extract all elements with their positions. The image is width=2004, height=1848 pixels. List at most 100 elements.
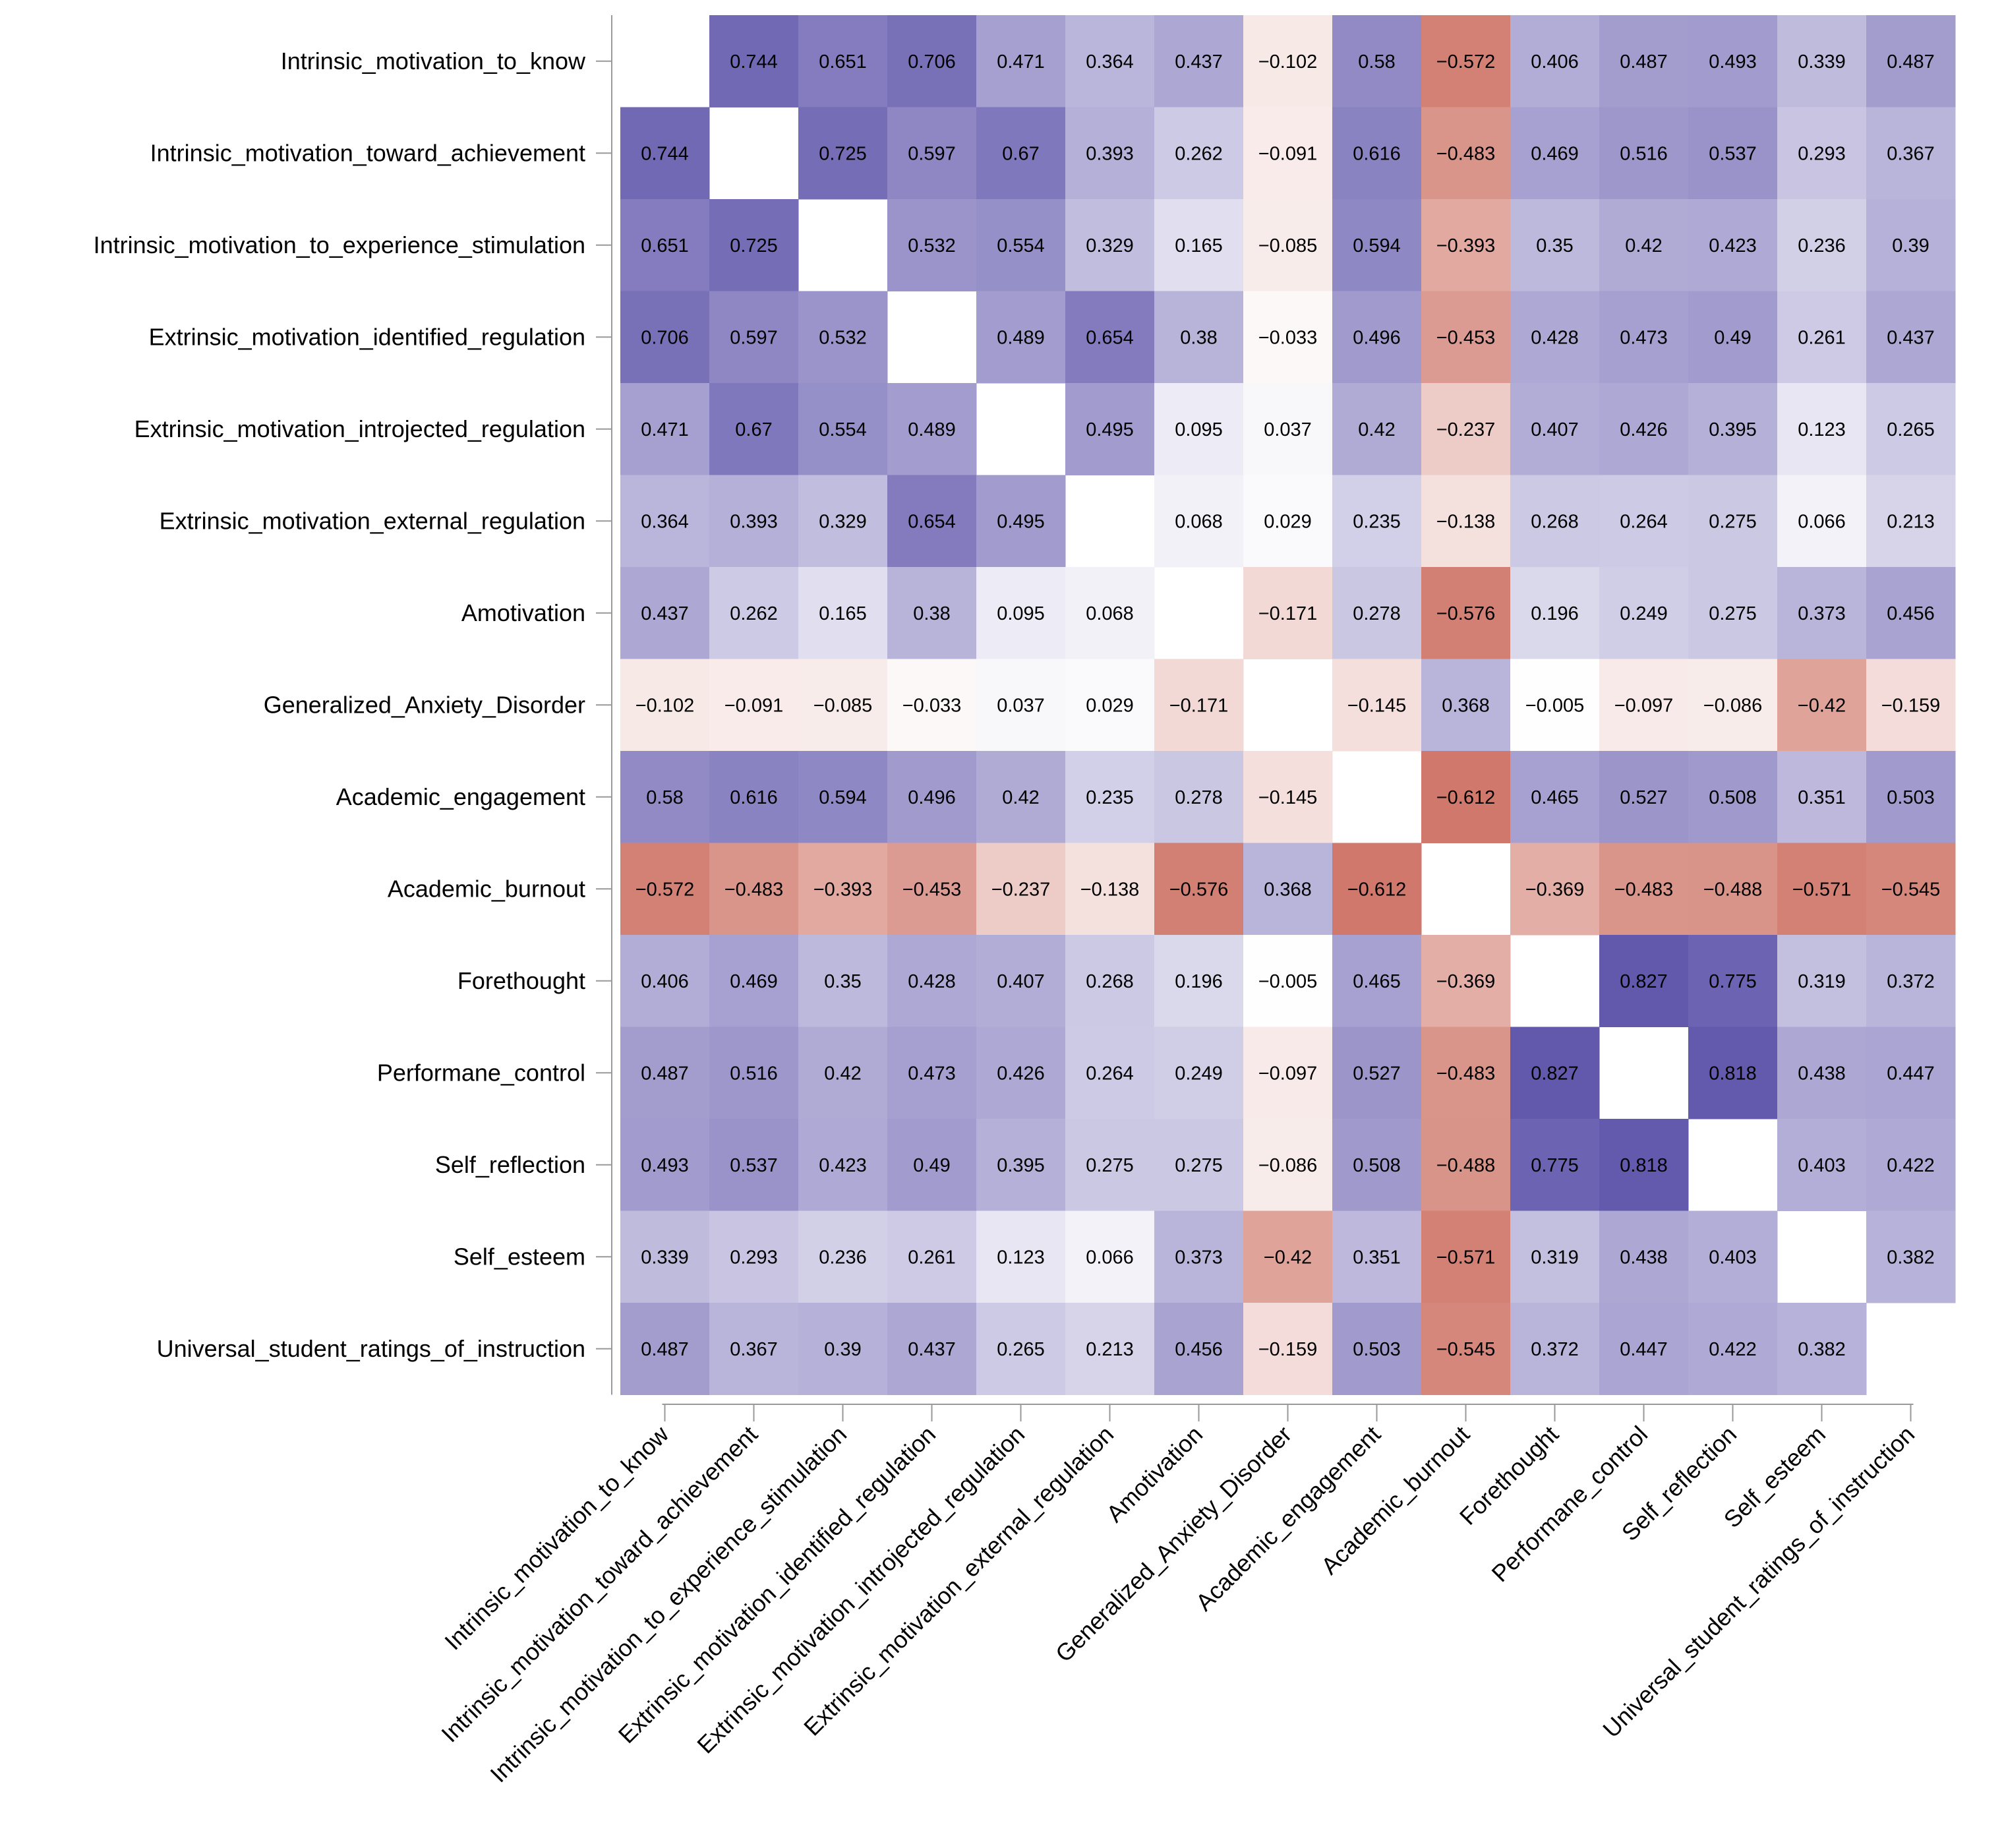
heatmap-cell	[1688, 1027, 1778, 1119]
heatmap-cell	[887, 659, 977, 752]
heatmap-cell	[976, 1119, 1066, 1211]
cell-value-label: 0.508	[1353, 1155, 1401, 1176]
cell-value-label: −0.171	[1169, 695, 1229, 716]
cell-value-label: 0.213	[1887, 511, 1935, 532]
heatmap-cell	[887, 1119, 977, 1211]
cell-value-label: 0.403	[1798, 1155, 1846, 1176]
cell-value-label: 0.527	[1620, 787, 1668, 808]
heatmap-cell	[798, 659, 888, 752]
cell-value-label: 0.268	[1086, 971, 1134, 992]
x-tick-label: Academic_engagement	[1191, 1421, 1386, 1616]
cell-value-label: 0.213	[1086, 1339, 1134, 1360]
heatmap-cell	[1777, 567, 1867, 659]
cell-value-label: 0.744	[730, 51, 778, 73]
heatmap-cell	[1688, 843, 1778, 936]
heatmap-cell	[1777, 751, 1867, 843]
heatmap-cell	[887, 199, 977, 291]
heatmap-cell	[1688, 383, 1778, 475]
cell-value-label: 0.775	[1709, 971, 1757, 992]
heatmap-cell	[1866, 567, 1956, 659]
cell-value-label: 0.38	[1180, 327, 1217, 348]
heatmap-cell	[1154, 935, 1244, 1027]
heatmap-cell	[1421, 1303, 1511, 1395]
cell-value-label: −0.171	[1258, 603, 1318, 624]
cell-value-label: 0.487	[641, 1063, 689, 1084]
heatmap-cell	[1332, 1027, 1422, 1119]
heatmap-cell	[1510, 1119, 1600, 1211]
heatmap-cell	[709, 1027, 799, 1119]
heatmap-cell	[1154, 1119, 1244, 1211]
cell-value-label: −0.453	[1436, 327, 1496, 348]
heatmap-cell	[709, 1303, 799, 1395]
cell-value-label: 0.037	[1264, 419, 1312, 440]
heatmap-cell	[1866, 751, 1956, 843]
heatmap-cell	[798, 107, 888, 200]
cell-value-label: 0.42	[824, 1063, 861, 1084]
cell-value-label: 0.489	[997, 327, 1045, 348]
cell-value-label: 0.616	[1353, 143, 1401, 164]
cell-value-label: 0.293	[730, 1247, 778, 1268]
heatmap-cell	[1599, 751, 1689, 843]
cell-value-label: 0.236	[819, 1247, 867, 1268]
heatmap-cell	[620, 107, 710, 200]
cell-value-label: 0.471	[997, 51, 1045, 73]
heatmap-cell	[1332, 1119, 1422, 1211]
heatmap-cell	[620, 935, 710, 1027]
cell-value-label: 0.265	[1887, 419, 1935, 440]
heatmap-cell	[798, 383, 888, 475]
cell-value-label: 0.029	[1086, 695, 1134, 716]
heatmap-cell	[1510, 751, 1600, 843]
heatmap-cell	[976, 935, 1066, 1027]
cell-value-label: 0.264	[1620, 511, 1668, 532]
heatmap-cell	[798, 1027, 888, 1119]
heatmap-cell	[1421, 107, 1511, 200]
heatmap-cell	[1243, 107, 1333, 200]
heatmap-cell	[620, 659, 710, 752]
heatmap-cell	[1688, 475, 1778, 568]
heatmap-cell	[1866, 935, 1956, 1027]
cell-value-label: 0.407	[997, 971, 1045, 992]
cell-value-label: 0.493	[641, 1155, 689, 1176]
heatmap-cell	[1599, 107, 1689, 200]
cell-value-label: 0.367	[730, 1339, 778, 1360]
cell-value-label: −0.572	[635, 879, 695, 900]
heatmap-cell	[1599, 15, 1689, 107]
cell-value-label: 0.066	[1798, 511, 1846, 532]
cell-value-label: 0.465	[1353, 971, 1401, 992]
heatmap-cell	[1421, 1210, 1511, 1303]
cell-value-label: 0.351	[1353, 1247, 1401, 1268]
heatmap-cell	[620, 475, 710, 568]
heatmap-cell	[1421, 15, 1511, 107]
heatmap-cell	[1421, 199, 1511, 291]
cell-value-label: 0.471	[641, 419, 689, 440]
cell-value-label: 0.597	[730, 327, 778, 348]
cell-value-label: 0.364	[1086, 51, 1134, 73]
heatmap-cell	[1599, 475, 1689, 568]
cell-value-label: −0.483	[724, 879, 784, 900]
cell-value-label: −0.488	[1436, 1155, 1496, 1176]
cell-value-label: 0.438	[1798, 1063, 1846, 1084]
heatmap-cell	[1332, 935, 1422, 1027]
cell-value-label: 0.275	[1175, 1155, 1223, 1176]
cell-value-label: 0.123	[997, 1247, 1045, 1268]
cell-value-label: −0.237	[1436, 419, 1496, 440]
cell-value-label: 0.339	[641, 1247, 689, 1268]
cell-value-label: 0.382	[1887, 1247, 1935, 1268]
cell-value-label: 0.49	[913, 1155, 950, 1176]
cell-value-label: 0.262	[1175, 143, 1223, 164]
cell-value-label: 0.068	[1086, 603, 1134, 624]
cell-value-label: −0.483	[1436, 1063, 1496, 1084]
cell-value-label: 0.275	[1709, 603, 1757, 624]
heatmap-cell	[1777, 1119, 1867, 1211]
cell-value-label: 0.827	[1531, 1063, 1579, 1084]
cell-value-label: 0.351	[1798, 787, 1846, 808]
cell-value-label: 0.029	[1264, 511, 1312, 532]
heatmap-cell	[1688, 107, 1778, 200]
heatmap-cell	[1065, 15, 1155, 107]
heatmap-cell	[1866, 475, 1956, 568]
heatmap-cell	[1154, 1303, 1244, 1395]
heatmap-cell	[1599, 199, 1689, 291]
cell-value-label: 0.319	[1798, 971, 1846, 992]
cell-value-label: −0.393	[813, 879, 873, 900]
